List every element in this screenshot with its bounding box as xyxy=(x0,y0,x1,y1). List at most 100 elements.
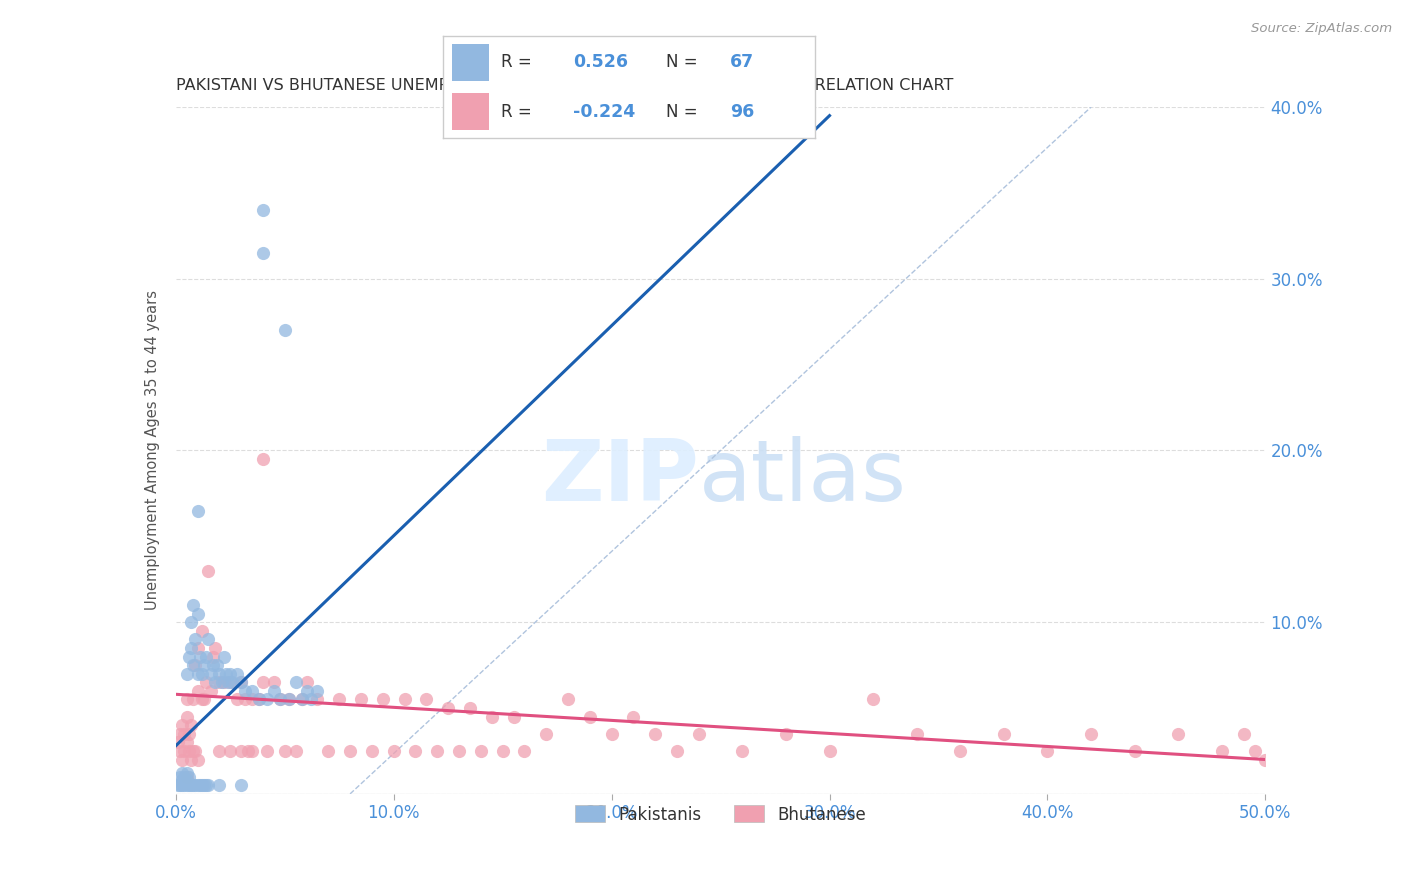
Point xyxy=(177,649,200,664)
Point xyxy=(235,692,257,706)
Point xyxy=(240,692,263,706)
Point xyxy=(1243,744,1265,758)
Point xyxy=(481,709,503,723)
Text: PAKISTANI VS BHUTANESE UNEMPLOYMENT AMONG AGES 35 TO 44 YEARS CORRELATION CHART: PAKISTANI VS BHUTANESE UNEMPLOYMENT AMON… xyxy=(176,78,953,94)
Point xyxy=(240,683,263,698)
Point xyxy=(274,744,297,758)
Point xyxy=(269,692,291,706)
Point xyxy=(186,607,209,621)
Text: -0.224: -0.224 xyxy=(574,103,636,120)
Point xyxy=(212,675,235,690)
Point xyxy=(212,649,235,664)
Point xyxy=(186,753,209,767)
Point xyxy=(219,666,242,681)
Point xyxy=(225,666,247,681)
Point xyxy=(278,692,301,706)
Point xyxy=(200,683,222,698)
Point xyxy=(186,778,209,792)
Point xyxy=(186,640,209,655)
Point xyxy=(240,744,263,758)
Point xyxy=(360,744,382,758)
Point xyxy=(184,632,207,647)
Point xyxy=(173,727,195,741)
Text: 67: 67 xyxy=(730,54,754,71)
Point xyxy=(256,744,278,758)
Point xyxy=(169,770,191,784)
Point xyxy=(252,202,274,217)
Point xyxy=(278,692,301,706)
Point xyxy=(188,649,211,664)
Point xyxy=(993,727,1015,741)
Point xyxy=(200,666,222,681)
Point xyxy=(688,727,710,741)
Point xyxy=(307,683,329,698)
Point xyxy=(180,718,202,732)
Point xyxy=(600,727,623,741)
Point xyxy=(197,632,219,647)
Point xyxy=(415,692,437,706)
Point xyxy=(252,675,274,690)
Point xyxy=(394,692,416,706)
Point xyxy=(188,778,211,792)
Text: atlas: atlas xyxy=(699,436,907,519)
Point xyxy=(235,683,257,698)
Point xyxy=(172,778,194,792)
Point xyxy=(1036,744,1059,758)
Point xyxy=(176,735,198,749)
Point xyxy=(176,770,198,784)
Point xyxy=(221,675,243,690)
Text: R =: R = xyxy=(501,54,537,71)
Point xyxy=(208,744,231,758)
Point xyxy=(176,773,198,788)
Point xyxy=(579,709,602,723)
Point xyxy=(181,692,204,706)
Point xyxy=(191,692,214,706)
Point xyxy=(621,709,644,723)
Bar xyxy=(453,44,489,81)
Point xyxy=(231,778,253,792)
Point xyxy=(201,658,224,673)
Y-axis label: Unemployment Among Ages 35 to 44 years: Unemployment Among Ages 35 to 44 years xyxy=(145,291,160,610)
Point xyxy=(181,744,204,758)
Text: Source: ZipAtlas.com: Source: ZipAtlas.com xyxy=(1251,22,1392,36)
Point xyxy=(247,692,270,706)
Point xyxy=(295,675,318,690)
Point xyxy=(177,778,200,792)
Point xyxy=(184,778,207,792)
Point xyxy=(252,246,274,260)
Point xyxy=(184,658,207,673)
Point xyxy=(236,744,259,758)
Point xyxy=(176,709,198,723)
Point xyxy=(284,675,307,690)
Point xyxy=(405,744,427,758)
Point xyxy=(256,692,278,706)
Text: R =: R = xyxy=(501,103,537,120)
Point xyxy=(197,564,219,578)
Point xyxy=(263,675,285,690)
Point xyxy=(219,744,242,758)
Point xyxy=(167,778,190,792)
Point xyxy=(291,692,314,706)
Text: N =: N = xyxy=(666,103,703,120)
Point xyxy=(339,744,361,758)
Point xyxy=(231,675,253,690)
Point xyxy=(274,323,297,337)
Point xyxy=(1254,753,1277,767)
Point xyxy=(180,753,202,767)
Point xyxy=(186,683,209,698)
Point xyxy=(172,766,194,780)
Point xyxy=(470,744,492,758)
Point xyxy=(195,778,218,792)
Point xyxy=(173,744,195,758)
Text: N =: N = xyxy=(666,54,703,71)
Point xyxy=(513,744,536,758)
Point xyxy=(219,675,242,690)
Point xyxy=(172,718,194,732)
Point xyxy=(205,658,228,673)
Point xyxy=(295,683,318,698)
Point xyxy=(215,666,238,681)
Point xyxy=(1232,727,1256,741)
Point xyxy=(492,744,515,758)
Point xyxy=(1211,744,1233,758)
Point xyxy=(173,778,195,792)
